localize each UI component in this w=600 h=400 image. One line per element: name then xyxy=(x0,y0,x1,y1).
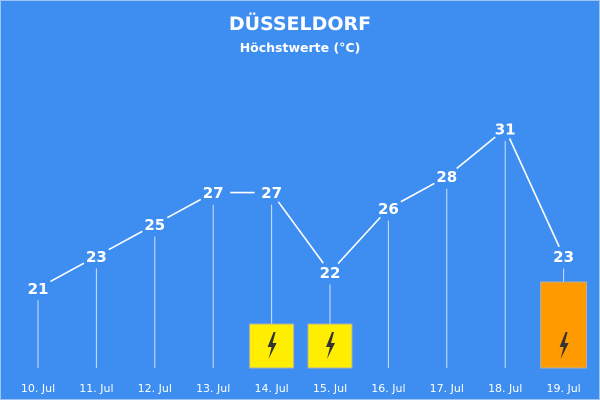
x-tick-label: 15. Jul xyxy=(313,382,347,395)
drop-lines xyxy=(37,140,565,368)
value-label: 23 xyxy=(86,248,107,266)
value-label: 27 xyxy=(203,184,224,202)
chart-subtitle: Höchstwerte (°C) xyxy=(240,40,361,55)
value-label: 25 xyxy=(144,216,165,234)
value-label: 23 xyxy=(553,248,574,266)
value-label: 31 xyxy=(495,120,516,138)
line-segment xyxy=(277,201,324,264)
chart-title: DÜSSELDORF xyxy=(229,11,371,35)
value-label: 22 xyxy=(320,264,341,282)
x-tick-label: 17. Jul xyxy=(430,382,464,395)
x-tick-label: 18. Jul xyxy=(488,382,522,395)
value-label: 27 xyxy=(261,184,282,202)
x-tick-label: 13. Jul xyxy=(196,382,230,395)
value-label: 21 xyxy=(28,280,49,298)
line-segment xyxy=(108,230,143,251)
value-label: 26 xyxy=(378,200,399,218)
line-segment xyxy=(508,138,560,248)
lightning-icon xyxy=(326,332,335,359)
x-axis-tick-labels: 10. Jul 11. Jul 12. Jul 13. Jul 14. Jul 15. J… xyxy=(21,382,581,395)
line-segment xyxy=(456,136,496,170)
warning-box-yellow xyxy=(307,323,353,369)
x-tick-label: 19. Jul xyxy=(546,382,580,395)
line-segment xyxy=(166,198,202,219)
temperature-line xyxy=(50,136,560,283)
x-tick-label: 10. Jul xyxy=(21,382,55,395)
line-segment xyxy=(400,182,435,203)
x-tick-label: 12. Jul xyxy=(138,382,172,395)
value-label: 28 xyxy=(436,168,457,186)
lightning-icon xyxy=(559,332,569,359)
lightning-icon xyxy=(267,332,277,359)
line-segment xyxy=(50,262,85,283)
x-tick-label: 14. Jul xyxy=(254,382,288,395)
warning-box-yellow xyxy=(249,323,295,369)
warning-boxes xyxy=(249,281,588,369)
warning-box-rect xyxy=(540,281,588,369)
warning-box-orange xyxy=(540,281,588,369)
x-tick-label: 11. Jul xyxy=(79,382,113,395)
x-tick-label: 16. Jul xyxy=(371,382,405,395)
line-segment xyxy=(337,216,381,265)
value-labels: 21 23 25 27 27 22 26 28 31 23 xyxy=(28,120,574,297)
